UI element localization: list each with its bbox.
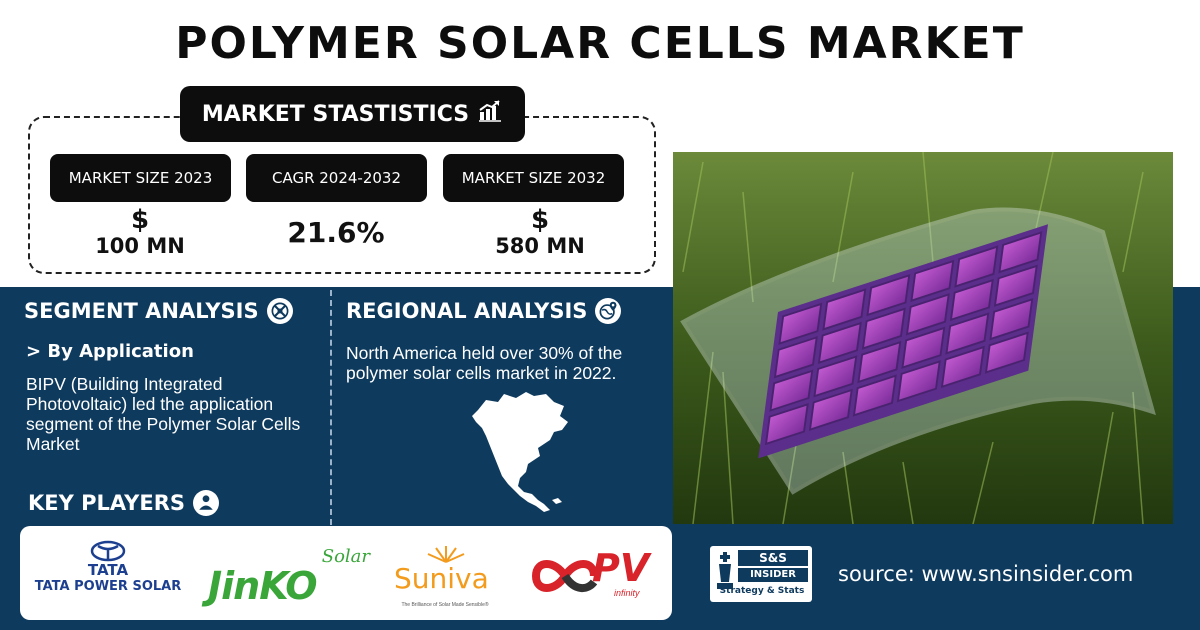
tata-power-solar-text: TATA POWER SOLAR [34, 579, 182, 594]
source-text: source: www.snsinsider.com [838, 562, 1134, 586]
chess-king-icon [717, 552, 733, 589]
sns-insider-logo: S&S INSIDER Strategy & Stats [710, 546, 812, 602]
globe-pin-icon [595, 298, 622, 324]
segment-analysis-heading: SEGMENT ANALYSIS [24, 298, 293, 324]
pv-infinity-text: infinity [614, 588, 640, 598]
cagr-label: CAGR 2024-2032 [246, 154, 427, 202]
market-size-2032-amount: 580 MN [495, 234, 585, 258]
segment-analysis-label: SEGMENT ANALYSIS [24, 299, 259, 323]
sns-text: S&S [738, 550, 808, 566]
pv-infinity-logo: PV infinity [526, 546, 666, 606]
sun-rays-icon [427, 546, 465, 563]
market-size-2023-label: MARKET SIZE 2023 [50, 154, 231, 202]
market-size-2032-label: MARKET SIZE 2032 [443, 154, 624, 202]
segment-description: BIPV (Building Integrated Photovoltaic) … [26, 374, 301, 454]
infinity-icon [531, 560, 598, 592]
market-size-2023-value: $ 100 MN [90, 206, 190, 258]
jinko-solar-text: Solar [321, 546, 370, 567]
regional-analysis-label: REGIONAL ANALYSIS [346, 299, 588, 323]
insider-text: INSIDER [738, 568, 808, 582]
key-players-card: TATA TATA POWER SOLAR Solar JinKO Suniva… [20, 526, 672, 620]
market-size-2023-amount: 100 MN [95, 234, 185, 258]
pv-wordmark: PV [592, 546, 650, 590]
north-america-map-icon [472, 392, 568, 512]
strategy-stats-text: Strategy & Stats [719, 586, 805, 596]
solar-cell-photo [673, 152, 1173, 524]
jinko-wordmark: JinKO [208, 564, 318, 608]
dollar-symbol: $ [530, 205, 550, 235]
growth-chart-icon [477, 98, 503, 130]
market-statistics-label: MARKET STASTISTICS [201, 101, 470, 127]
suniva-wordmark: Suniva [394, 562, 489, 595]
tata-power-solar-logo: TATA TATA POWER SOLAR [28, 540, 188, 596]
market-size-2032-value: $ 580 MN [490, 206, 590, 258]
tools-icon [266, 298, 293, 324]
by-application-subheading: > By Application [26, 341, 194, 362]
jinko-solar-logo: Solar JinKO [206, 544, 376, 614]
suniva-tagline: The Brilliance of Solar Made Sensible® [401, 602, 489, 608]
page-title: POLYMER SOLAR CELLS MARKET [175, 18, 1025, 69]
key-players-heading: KEY PLAYERS [28, 490, 219, 516]
person-icon [193, 490, 219, 516]
market-statistics-heading: MARKET STASTISTICS [180, 86, 525, 142]
regional-analysis-heading: REGIONAL ANALYSIS [346, 298, 622, 324]
section-divider [330, 290, 332, 525]
suniva-logo: Suniva The Brilliance of Solar Made Sens… [390, 544, 500, 614]
dollar-symbol: $ [130, 205, 150, 235]
cagr-value: 21.6% [287, 216, 385, 249]
key-players-label: KEY PLAYERS [28, 491, 185, 515]
tata-emblem-icon [90, 540, 126, 562]
regional-description: North America held over 30% of the polym… [346, 343, 623, 383]
tata-wordmark: TATA [87, 561, 129, 579]
